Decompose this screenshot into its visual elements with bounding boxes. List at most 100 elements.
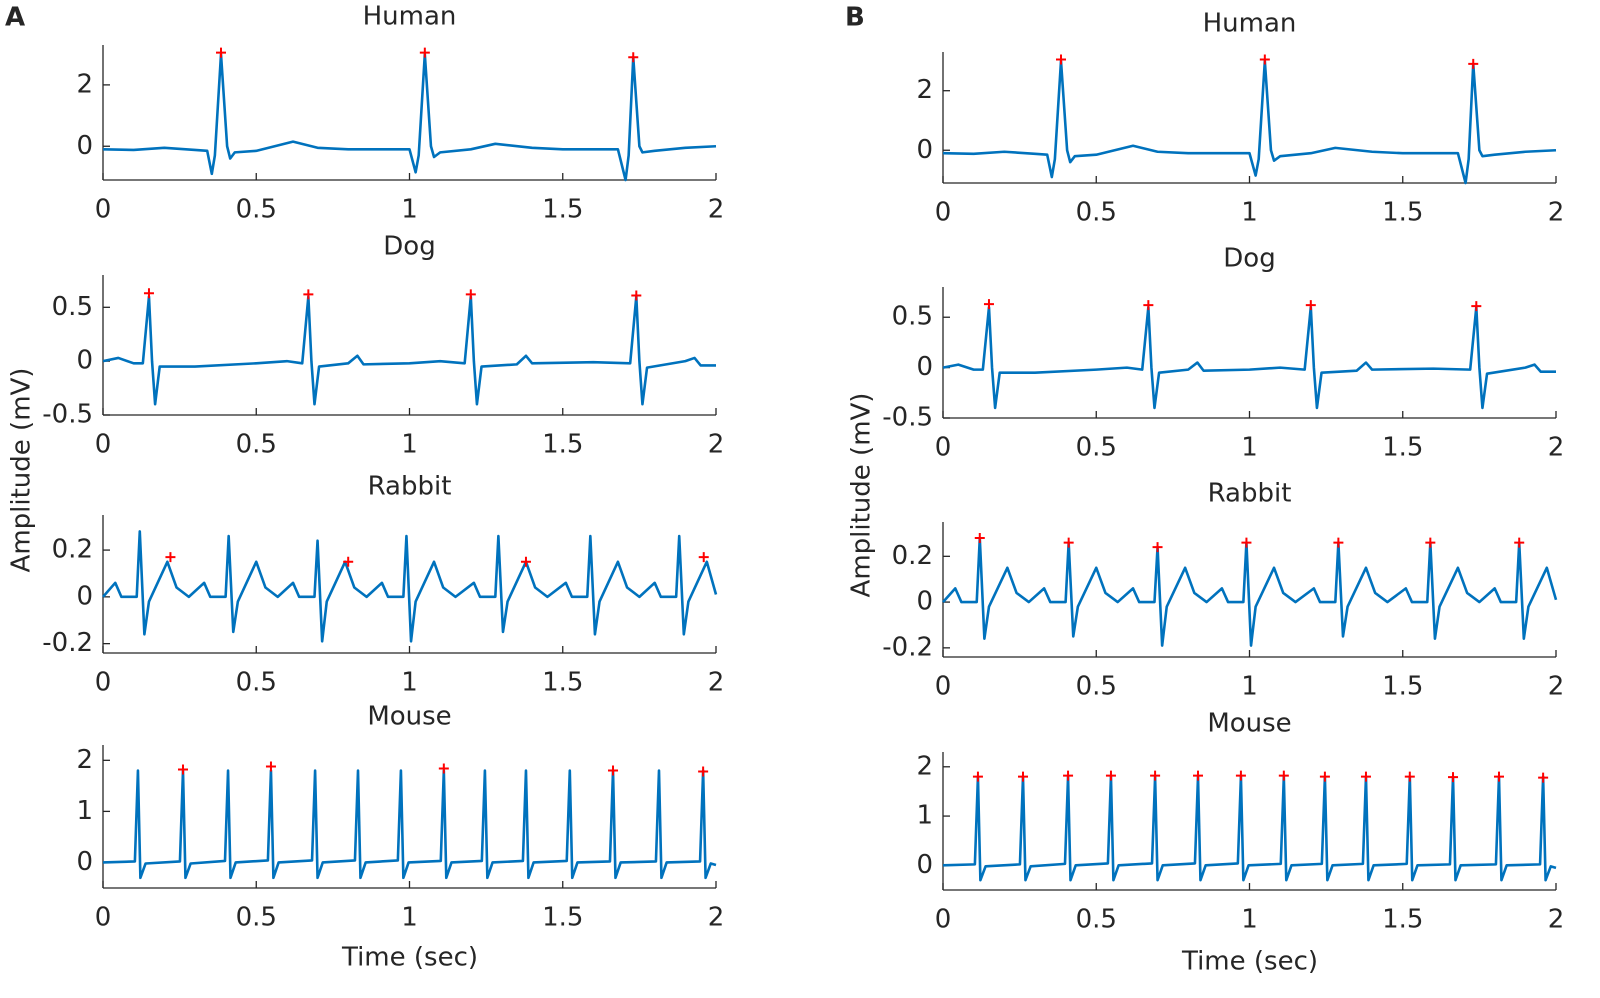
peak-marker [1056,54,1066,65]
y-tick-label: -0.2 [42,628,93,658]
ecg-trace [942,536,1558,647]
x-tick-label: 0 [95,903,112,933]
x-tick-label: 0.5 [1076,672,1117,702]
x-tick-label: 0 [935,905,952,935]
y-tick-label: 0.5 [892,302,933,332]
x-tick-label: 1 [1241,198,1258,228]
peak-marker [1143,300,1154,311]
x-tick-label: 0.5 [236,668,277,698]
peak-marker [1018,771,1028,782]
peak-marker [1063,770,1074,781]
y-tick-label: 0 [916,352,933,382]
subplot-title: Human [363,2,457,32]
peak-marker [143,288,154,299]
peak-marker [1471,301,1482,312]
ecg-trace [102,530,718,643]
peak-marker [1152,542,1163,553]
y-tick-label: -0.5 [882,403,933,433]
peak-marker [1319,771,1330,782]
x-tick-label: 0.5 [1076,198,1117,228]
peak-marker [608,765,619,776]
y-tick-label: 0.5 [52,292,93,322]
x-tick-label: 1.5 [1382,905,1423,935]
x-tick-label: 1.5 [1382,672,1423,702]
peak-marker [1305,300,1316,311]
ecg-trace [942,59,1557,185]
y-tick-label: 0 [76,581,93,611]
ecg-trace [102,769,717,880]
peak-marker [974,533,985,544]
y-axis-label: Amplitude (mV) [847,393,877,598]
x-tick-label: 1 [401,195,418,225]
peak-marker [698,766,709,777]
y-tick-label: 2 [76,69,93,99]
peak-marker [1241,537,1252,548]
x-tick-label: 1 [1241,905,1258,935]
peak-marker [1278,770,1289,781]
x-tick-label: 2 [1548,905,1565,935]
y-tick-label: 2 [916,75,933,105]
y-tick-label: 0 [76,847,93,877]
x-axis-label: Time (sec) [1181,947,1318,977]
subplot-title: Dog [1223,244,1275,274]
x-tick-label: 1.5 [542,430,583,460]
peak-marker [631,290,642,301]
y-tick-label: -0.5 [42,400,93,430]
y-tick-label: 0.2 [52,535,93,565]
x-tick-label: 0 [95,668,112,698]
x-tick-label: 1 [401,430,418,460]
x-tick-label: 0.5 [1076,433,1117,463]
y-tick-label: 0 [916,850,933,880]
x-tick-label: 1.5 [542,903,583,933]
y-axis-label: Amplitude (mV) [7,368,37,573]
peak-marker [1235,770,1246,781]
subplot-title: Rabbit [368,472,452,502]
peak-marker [1448,772,1459,783]
x-tick-label: 0 [935,672,952,702]
subplot-title: Dog [383,232,435,262]
peak-marker [628,52,639,63]
y-tick-label: -0.2 [882,632,933,662]
peak-marker [983,299,994,310]
peak-marker [1193,770,1204,781]
x-tick-label: 2 [708,430,725,460]
x-tick-label: 1 [1241,433,1258,463]
peak-marker [520,556,531,567]
y-tick-label: 1 [76,796,93,826]
peak-marker [465,289,476,300]
x-tick-label: 2 [1548,198,1565,228]
subplot-title: Human [1203,9,1297,39]
panel-label: A [5,3,25,33]
x-tick-label: 1.5 [542,668,583,698]
y-tick-label: 0 [916,135,933,165]
peak-marker [177,764,188,775]
ecg-trace [102,52,717,182]
peak-marker [165,552,176,563]
x-tick-label: 2 [1548,433,1565,463]
peak-marker [1333,537,1344,548]
x-tick-label: 0 [95,430,112,460]
x-tick-label: 0 [95,195,112,225]
peak-marker [1105,770,1116,781]
peak-marker [1468,58,1479,69]
ecg-trace [102,295,716,406]
x-tick-label: 0 [935,198,952,228]
y-tick-label: 0 [76,131,93,161]
peak-marker [1259,54,1270,65]
peak-marker [343,556,354,567]
peak-marker [698,552,709,563]
x-tick-label: 0 [935,433,952,463]
x-tick-label: 0.5 [236,903,277,933]
peak-marker [972,771,983,782]
peak-marker [1514,537,1525,548]
x-tick-label: 2 [1548,672,1565,702]
subplot-title: Rabbit [1208,479,1292,509]
y-tick-label: 2 [76,745,93,775]
peak-marker [1150,770,1161,781]
x-tick-label: 1.5 [1382,198,1423,228]
peak-marker [438,763,449,774]
x-tick-label: 1.5 [1382,433,1423,463]
peak-marker [1493,771,1504,782]
